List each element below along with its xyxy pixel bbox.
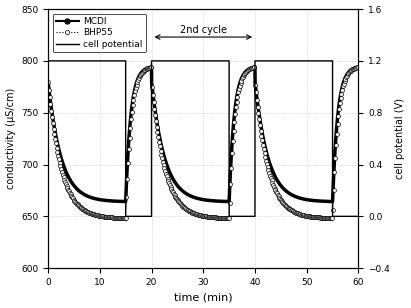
Text: 2nd cycle: 2nd cycle (180, 25, 227, 35)
Y-axis label: cell potential (V): cell potential (V) (395, 98, 405, 179)
X-axis label: time (min): time (min) (174, 292, 233, 302)
Legend: MCDI, BHP55, cell potential: MCDI, BHP55, cell potential (53, 14, 146, 52)
Y-axis label: conductivity (μS/cm): conductivity (μS/cm) (6, 88, 16, 189)
